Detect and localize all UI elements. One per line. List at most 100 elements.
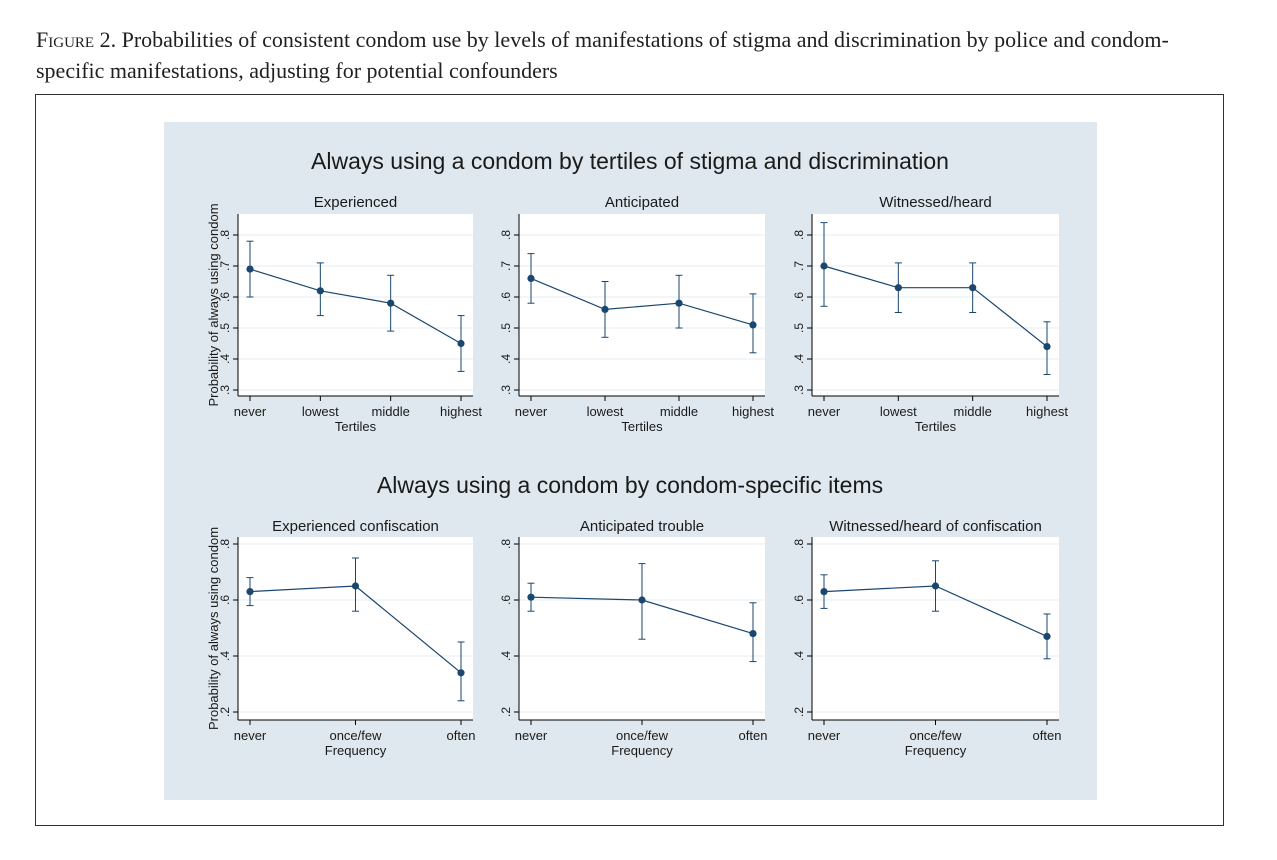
data-point [387, 299, 395, 307]
x-tick-label: middle [954, 404, 992, 419]
figure-frame [35, 94, 1224, 826]
data-point [351, 582, 360, 590]
figure-label: Figure 2. [36, 27, 117, 52]
y-tick-label: .3 [218, 385, 232, 395]
data-point [749, 321, 757, 329]
x-tick-label: never [234, 404, 267, 419]
data-point [316, 287, 324, 295]
x-tick-label: middle [660, 404, 698, 419]
x-tick-label: once/few [329, 728, 382, 743]
y-tick-label: .6 [792, 595, 806, 605]
x-axis-label: Frequency [611, 743, 673, 758]
data-point [749, 630, 757, 638]
section-title: Always using a condom by tertiles of sti… [311, 148, 949, 174]
data-point [527, 593, 535, 601]
y-tick-label: .3 [499, 385, 513, 395]
y-tick-label: .4 [792, 651, 806, 661]
y-tick-label: .8 [218, 539, 232, 549]
data-point [820, 262, 828, 270]
y-tick-label: .8 [218, 230, 232, 240]
chart-panel-2: .3 .4 .5 .6 .7 .8 never lowest middle highest Anti… [499, 194, 774, 434]
data-point [638, 596, 646, 604]
x-tick-label: often [447, 728, 476, 743]
x-tick-label: never [515, 404, 548, 419]
x-tick-label: highest [1026, 404, 1068, 419]
y-tick-label: .3 [792, 385, 806, 395]
y-tick-label: .6 [218, 292, 232, 302]
chart-panel-5: .2 .4 .6 .8 never once/few often Anticipated tr… [499, 518, 767, 758]
x-axis-label: Frequency [325, 743, 387, 758]
figure-caption-text: Probabilities of consistent condom use b… [36, 27, 1169, 83]
x-tick-label: often [739, 728, 768, 743]
y-tick-label: .7 [499, 261, 513, 271]
series-line [249, 268, 462, 345]
y-axis-label: Probability of always using condom [206, 203, 221, 406]
x-tick-label: never [515, 728, 548, 743]
series-line [823, 265, 1048, 348]
x-tick-label: often [1033, 728, 1062, 743]
data-point [601, 305, 609, 313]
figure-caption: Figure 2. Probabilities of consistent co… [36, 24, 1236, 86]
y-tick-label: .4 [499, 651, 513, 661]
chart-panel-4: Always using a condom by condom-specific… [206, 472, 883, 758]
y-tick-label: .5 [218, 323, 232, 333]
data-point [457, 339, 465, 348]
x-tick-label: never [808, 728, 841, 743]
y-tick-label: .4 [499, 354, 513, 364]
chart-panel-3: .3 .4 .5 .6 .7 .8 never lowest middle highest Witn… [792, 194, 1068, 434]
data-point [1043, 632, 1051, 641]
data-point [675, 299, 683, 307]
series-line [530, 277, 754, 326]
x-tick-label: never [808, 404, 841, 419]
chart-panel-1: Always using a condom by tertiles of sti… [206, 148, 949, 434]
panel-title: Anticipated [605, 194, 679, 211]
data-point [457, 669, 465, 677]
chart-panel-6: .2 .4 .6 .8 never once/few often Witnessed/hear… [792, 518, 1061, 758]
x-axis-label: Tertiles [335, 419, 377, 434]
y-axis-label: Probability of always using condom [206, 527, 221, 730]
x-axis-label: Frequency [905, 743, 967, 758]
x-axis-label: Tertiles [915, 419, 957, 434]
y-tick-label: .8 [499, 230, 513, 240]
y-tick-label: .4 [218, 651, 232, 661]
plot-area [238, 214, 473, 396]
y-tick-label: .8 [792, 539, 806, 549]
y-tick-label: .8 [499, 539, 513, 549]
panel-title: Witnessed/heard of confiscation [829, 518, 1042, 535]
data-point [931, 582, 940, 590]
data-point [527, 274, 535, 282]
x-tick-label: once/few [616, 728, 669, 743]
y-tick-label: .2 [792, 707, 806, 717]
x-tick-label: lowest [880, 404, 917, 419]
data-point [246, 588, 254, 596]
data-point [820, 588, 828, 596]
y-tick-label: .6 [499, 595, 513, 605]
data-point [969, 284, 977, 292]
y-tick-label: .8 [792, 230, 806, 240]
y-tick-label: .7 [218, 261, 232, 271]
x-tick-label: middle [372, 404, 410, 419]
panel-title: Experienced confiscation [272, 518, 439, 535]
data-point [894, 284, 902, 292]
y-tick-label: .2 [499, 707, 513, 717]
x-tick-label: lowest [587, 404, 624, 419]
y-tick-label: .7 [792, 261, 806, 271]
data-point [246, 265, 254, 273]
y-tick-label: .6 [499, 292, 513, 302]
x-tick-label: lowest [302, 404, 339, 419]
data-point [1043, 343, 1051, 351]
x-tick-label: highest [440, 404, 482, 419]
y-tick-label: .6 [218, 595, 232, 605]
y-tick-label: .5 [792, 323, 806, 333]
y-tick-label: .6 [792, 292, 806, 302]
y-tick-label: .5 [499, 323, 513, 333]
x-tick-label: never [234, 728, 267, 743]
panel-title: Anticipated trouble [580, 518, 704, 535]
y-tick-label: .2 [218, 707, 232, 717]
plot-area [519, 214, 765, 396]
section-title: Always using a condom by condom-specific… [377, 472, 883, 498]
panel-title: Experienced [314, 194, 397, 211]
plot-area [812, 214, 1059, 396]
y-tick-label: .4 [792, 354, 806, 364]
